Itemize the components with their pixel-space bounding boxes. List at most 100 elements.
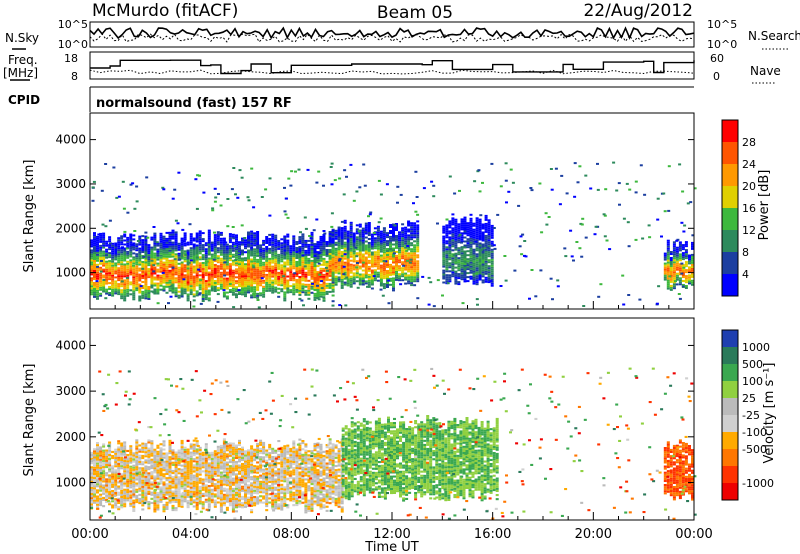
velocity-echo-cell (129, 504, 133, 507)
velocity-echo-cell (144, 459, 148, 462)
velocity-echo-cell (174, 455, 178, 458)
power-echo-cell (126, 282, 130, 285)
power-scatter-cell (102, 279, 106, 281)
velocity-echo-cell (108, 493, 112, 496)
power-echo-cell (681, 252, 685, 255)
power-echo-cell (669, 271, 673, 273)
velocity-echo-cell (186, 471, 190, 474)
power-echo-cell (222, 251, 226, 254)
power-echo-cell (469, 277, 473, 280)
power-echo-cell (286, 245, 290, 248)
power-echo-cell (219, 245, 223, 248)
power-echo-cell (484, 280, 488, 283)
power-echo-cell (192, 239, 196, 242)
power-scatter-cell (520, 253, 524, 256)
power-echo-cell (219, 265, 223, 268)
power-echo-cell (117, 261, 121, 264)
power-echo-cell (490, 250, 494, 253)
power-echo-cell (401, 271, 405, 274)
power-colorbar-segment (722, 142, 738, 165)
velocity-echo-cell (144, 475, 148, 478)
power-echo-cell (129, 289, 133, 292)
power-echo-cell (448, 230, 452, 233)
power-echo-cell (99, 294, 103, 297)
power-scatter-cell (663, 210, 667, 213)
power-echo-cell (386, 234, 389, 237)
velocity-echo-cell (96, 479, 99, 482)
power-echo-cell (289, 247, 293, 250)
power-echo-cell (228, 259, 232, 262)
power-echo-cell (153, 236, 157, 239)
velocity-echo-cell (111, 450, 115, 453)
power-echo-cell (370, 263, 374, 266)
power-echo-cell (669, 263, 673, 265)
velocity-echo-cell (141, 454, 145, 457)
power-echo-cell (265, 261, 269, 264)
power-echo-cell (153, 232, 157, 235)
power-scatter-cell (182, 278, 186, 281)
power-echo-cell (451, 229, 455, 232)
power-echo-cell (171, 281, 175, 284)
power-echo-cell (244, 275, 247, 278)
power-echo-cell (274, 248, 278, 251)
velocity-echo-cell (123, 482, 127, 485)
power-echo-cell (675, 252, 679, 255)
power-echo-cell (231, 293, 235, 296)
power-echo-cell (283, 281, 287, 284)
power-echo-cell (358, 257, 362, 260)
power-echo-cell (183, 242, 187, 245)
power-echo-cell (361, 283, 365, 286)
power-scatter-cell (326, 269, 329, 272)
power-echo-cell (274, 272, 278, 275)
power-echo-cell (247, 269, 250, 272)
power-echo-cell (280, 284, 284, 287)
power-echo-cell (96, 295, 99, 298)
power-scatter-cell (184, 253, 188, 256)
power-echo-cell (325, 262, 329, 265)
velocity-echo-cell (189, 498, 193, 501)
power-echo-cell (298, 256, 302, 258)
power-echo-cell (386, 264, 389, 266)
power-echo-cell (177, 278, 181, 281)
power-colorbar-segment (722, 120, 738, 143)
power-echo-cell (219, 281, 223, 284)
power-echo-cell (171, 261, 175, 264)
velocity-echo-cell (177, 451, 181, 454)
velocity-echo-cell (96, 450, 99, 453)
velocity-echo-cell (153, 454, 157, 457)
power-scatter-cell (558, 203, 562, 206)
power-echo-cell (328, 231, 332, 233)
power-echo-cell (416, 278, 420, 281)
power-echo-cell (475, 233, 479, 236)
power-echo-cell (352, 246, 356, 249)
power-echo-cell (398, 279, 401, 282)
power-echo-cell (301, 263, 305, 266)
power-echo-cell (469, 245, 473, 248)
power-echo-cell (392, 287, 395, 290)
power-echo-cell (367, 275, 371, 278)
power-echo-cell (156, 288, 160, 291)
velocity-echo-cell (129, 455, 133, 458)
velocity-echo-cell (162, 456, 166, 459)
power-echo-cell (469, 263, 473, 266)
power-echo-cell (195, 234, 199, 237)
power-scatter-cell (564, 255, 568, 258)
power-echo-cell (219, 279, 223, 282)
power-echo-cell (346, 238, 350, 241)
velocity-echo-cell (141, 487, 145, 490)
power-echo-cell (463, 280, 467, 283)
power-echo-cell (102, 260, 106, 263)
velocity-echo-cell (162, 497, 166, 500)
power-echo-cell (475, 235, 479, 238)
power-echo-cell (90, 273, 93, 276)
power-scatter-cell (104, 297, 108, 300)
power-echo-cell (334, 263, 338, 266)
power-echo-cell (373, 279, 377, 282)
power-echo-cell (382, 255, 386, 258)
power-echo-cell (343, 255, 347, 258)
velocity-echo-cell (147, 447, 151, 450)
power-echo-cell (105, 252, 109, 255)
power-echo-cell (244, 285, 247, 288)
power-echo-cell (195, 262, 199, 265)
power-echo-cell (448, 220, 452, 223)
